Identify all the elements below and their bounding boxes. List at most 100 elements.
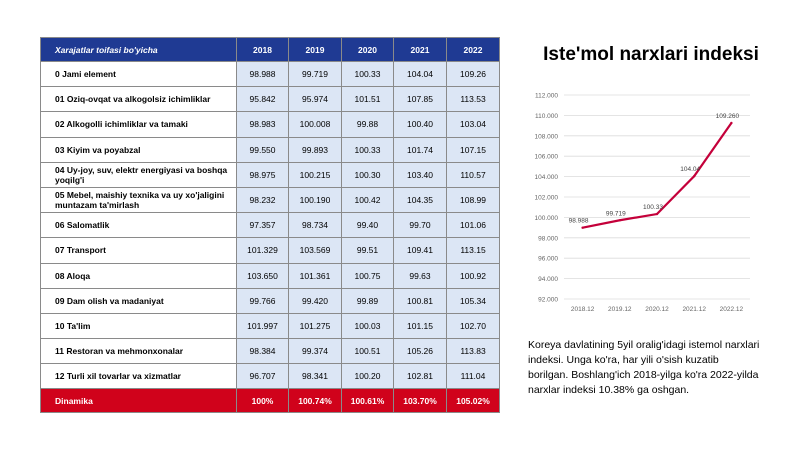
row-value-2020: 99.89 — [341, 287, 394, 314]
y-tick-label: 92.000 — [538, 297, 558, 304]
y-tick-label: 110.000 — [535, 113, 558, 120]
table-row: 10 Ta'lim 101.997 101.275 100.03 101.15 102.7… — [40, 312, 500, 340]
row-value-2022: 113.53 — [446, 86, 500, 113]
table-row: 03 Kiyim va poyabzal 99.550 99.893 100.33 10… — [40, 136, 500, 163]
table-row: 02 Alkogolli ichimliklar va tamaki 98.983… — [40, 111, 500, 138]
row-category: 11 Restoran va mehmonxonalar — [40, 338, 237, 365]
row-value-2021: 99.70 — [393, 212, 447, 239]
row-value-2018: 99.766 — [236, 287, 289, 314]
row-value-2018: 98.232 — [236, 186, 289, 214]
y-tick-label: 104.000 — [535, 174, 559, 181]
x-tick-label: 2018.12 — [571, 306, 595, 313]
row-value-2021: 101.74 — [393, 136, 447, 163]
row-value-2018: 103.650 — [236, 262, 289, 289]
data-label: 109.260 — [716, 113, 740, 120]
row-value-2020: 100.33 — [341, 60, 394, 88]
row-value-2019: 98.341 — [288, 363, 342, 390]
y-tick-label: 100.000 — [535, 215, 559, 222]
data-point — [581, 226, 584, 229]
row-value-2020: 100.03 — [341, 312, 394, 340]
row-value-2018: 95.842 — [236, 86, 289, 113]
row-value-2020: 100.75 — [341, 262, 394, 289]
row-value-2022: 109.26 — [446, 60, 500, 88]
row-category: 0 Jami element — [40, 60, 237, 88]
row-category: 09 Dam olish va madaniyat — [40, 287, 237, 314]
table-header-row: Xarajatlar toifasi bo'yicha 2018 2019 20… — [40, 37, 500, 62]
dinamika-2020: 100.61% — [341, 388, 394, 414]
dinamika-2018: 100% — [236, 388, 289, 414]
row-value-2019: 101.361 — [288, 262, 342, 289]
row-value-2019: 99.374 — [288, 338, 342, 365]
data-label: 100.33 — [643, 204, 663, 211]
table-row: 04 Uy-joy, suv, elektr energiyasi va bos… — [40, 161, 500, 188]
row-value-2020: 100.42 — [341, 186, 394, 214]
y-tick-label: 98.000 — [538, 235, 558, 242]
table-row: 01 Oziq-ovqat va alkogolsiz ichimliklar 9… — [40, 86, 500, 113]
row-value-2022: 113.15 — [446, 237, 500, 264]
cpi-table-container: Xarajatlar toifasi bo'yicha 2018 2019 20… — [40, 37, 500, 414]
row-value-2021: 103.40 — [393, 161, 447, 188]
dinamika-2019: 100.74% — [288, 388, 342, 414]
table-row: 09 Dam olish va madaniyat 99.766 99.420 99.… — [40, 287, 500, 314]
dinamika-row: Dinamika 100% 100.74% 100.61% 103.70% 10… — [40, 388, 500, 414]
table-row: 12 Turli xil tovarlar va xizmatlar 96.707… — [40, 363, 500, 390]
header-year-2020: 2020 — [341, 37, 394, 62]
row-value-2021: 105.26 — [393, 338, 447, 365]
row-value-2020: 100.30 — [341, 161, 394, 188]
row-value-2019: 98.734 — [288, 212, 342, 239]
cpi-line-chart: 112.000 110.000 108.000 106.000 104.000 102.0… — [535, 93, 750, 313]
row-value-2021: 104.35 — [393, 186, 447, 214]
table-row: 06 Salomatlik 97.357 98.734 99.40 99.70 101.0… — [40, 212, 500, 239]
row-value-2022: 103.04 — [446, 111, 500, 138]
row-value-2022: 107.15 — [446, 136, 500, 163]
row-value-2018: 98.975 — [236, 161, 289, 188]
row-value-2018: 101.329 — [236, 237, 289, 264]
row-category: 07 Transport — [40, 237, 237, 264]
row-value-2020: 101.51 — [341, 86, 394, 113]
row-category: 01 Oziq-ovqat va alkogolsiz ichimliklar — [40, 86, 237, 113]
row-value-2022: 111.04 — [446, 363, 500, 390]
row-value-2020: 99.51 — [341, 237, 394, 264]
row-value-2019: 99.420 — [288, 287, 342, 314]
y-tick-label: 96.000 — [538, 256, 558, 263]
row-category: 03 Kiyim va poyabzal — [40, 136, 237, 163]
row-category: 02 Alkogolli ichimliklar va tamaki — [40, 111, 237, 138]
row-value-2022: 101.06 — [446, 212, 500, 239]
data-point — [730, 121, 733, 125]
table-row: 07 Transport 101.329 103.569 99.51 109.41 113… — [40, 237, 500, 264]
row-value-2022: 100.92 — [446, 262, 500, 289]
row-category: 12 Turli xil tovarlar va xizmatlar — [40, 363, 237, 390]
row-value-2020: 99.88 — [341, 111, 394, 138]
chart-description: Koreya davlatining 5yil oralig'idagi ist… — [528, 339, 760, 396]
row-value-2021: 99.63 — [393, 262, 447, 289]
row-value-2021: 100.81 — [393, 287, 447, 314]
dinamika-label: Dinamika — [40, 388, 237, 414]
row-value-2018: 98.988 — [236, 60, 289, 88]
row-category: 06 Salomatlik — [40, 212, 237, 239]
dinamika-2022: 105.02% — [446, 388, 500, 414]
row-category: 04 Uy-joy, suv, elektr energiyasi va bos… — [40, 161, 237, 188]
y-tick-label: 102.000 — [535, 195, 559, 202]
data-label: 98.988 — [569, 218, 589, 225]
row-value-2018: 99.550 — [236, 136, 289, 163]
row-value-2021: 101.15 — [393, 312, 447, 340]
data-label: 99.719 — [606, 210, 626, 217]
row-value-2021: 102.81 — [393, 363, 447, 390]
row-value-2018: 101.997 — [236, 312, 289, 340]
header-year-2019: 2019 — [288, 37, 342, 62]
row-value-2021: 109.41 — [393, 237, 447, 264]
row-category: 10 Ta'lim — [40, 312, 237, 340]
row-value-2022: 102.70 — [446, 312, 500, 340]
row-value-2020: 100.33 — [341, 136, 394, 163]
row-value-2018: 98.983 — [236, 111, 289, 138]
row-value-2019: 95.974 — [288, 86, 342, 113]
row-value-2019: 99.893 — [288, 136, 342, 163]
row-value-2019: 100.215 — [288, 161, 342, 188]
data-point — [693, 174, 696, 178]
data-point — [618, 219, 621, 222]
table-row: 08 Aloqa 103.650 101.361 100.75 99.63 100.92 — [40, 262, 500, 289]
row-value-2021: 104.04 — [393, 60, 447, 88]
row-value-2018: 97.357 — [236, 212, 289, 239]
y-tick-label: 112.000 — [535, 93, 558, 100]
x-tick-label: 2022.12 — [720, 306, 744, 313]
